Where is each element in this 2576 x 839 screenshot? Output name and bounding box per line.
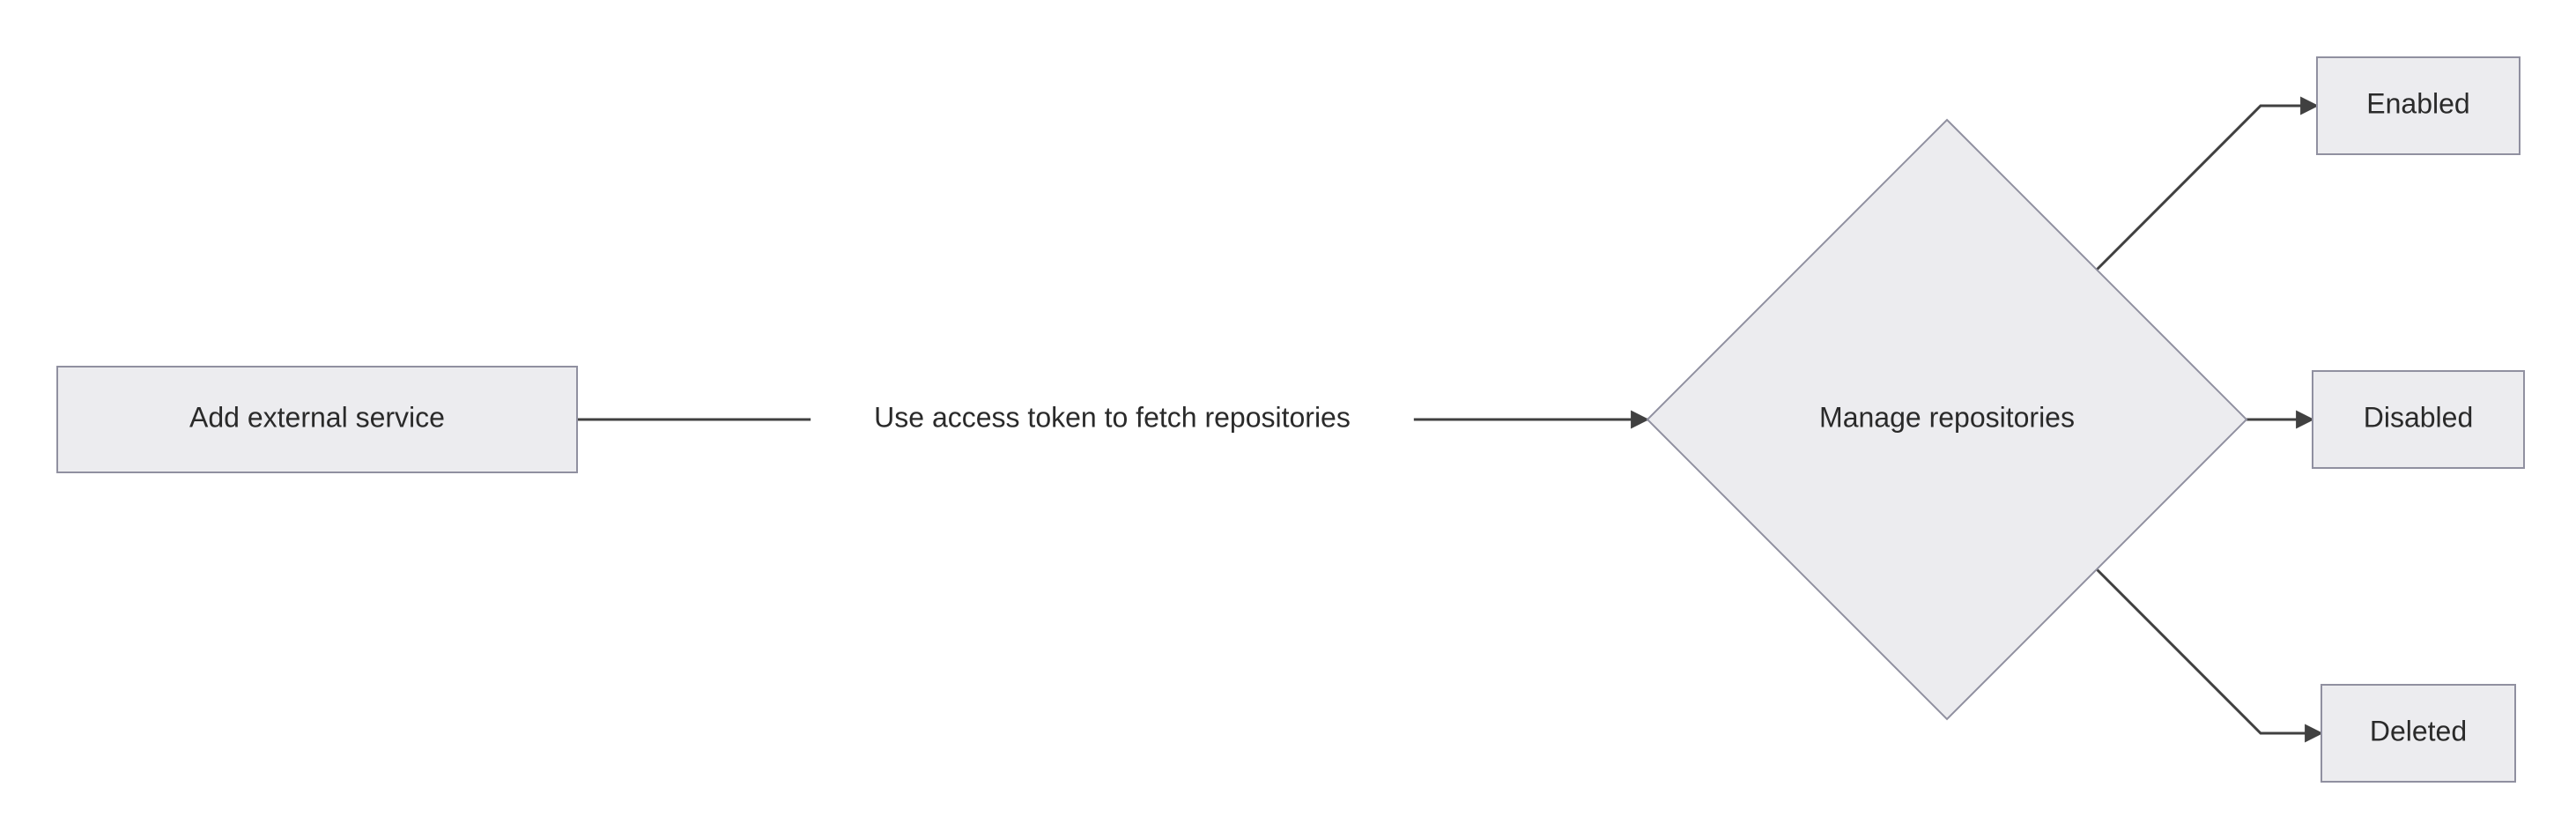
flowchart-canvas: Use access token to fetch repositories Ad…	[0, 0, 2576, 839]
node-E: Deleted	[2321, 685, 2515, 782]
node-C: Enabled	[2317, 57, 2520, 154]
node-D: Disabled	[2313, 371, 2524, 468]
edge	[2097, 569, 2321, 733]
edge-label: Use access token to fetch repositories	[874, 401, 1351, 433]
edge	[2097, 106, 2317, 270]
node-label: Manage repositories	[1819, 401, 2075, 433]
node-A: Add external service	[57, 367, 577, 472]
node-label: Deleted	[2370, 715, 2467, 746]
node-label: Disabled	[2364, 401, 2474, 433]
node-label: Enabled	[2366, 87, 2469, 119]
node-label: Add external service	[189, 401, 445, 433]
